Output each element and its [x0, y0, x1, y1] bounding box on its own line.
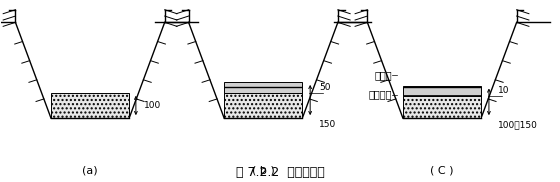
Text: 50: 50: [319, 83, 330, 92]
Polygon shape: [224, 93, 302, 118]
Text: 100～150: 100～150: [498, 120, 538, 129]
Polygon shape: [403, 86, 481, 96]
Text: 图 7.2.2  检查井基础: 图 7.2.2 检查井基础: [236, 167, 324, 179]
Text: ( C ): ( C ): [430, 165, 454, 175]
Text: ( b ): ( b ): [252, 165, 274, 175]
Polygon shape: [403, 96, 481, 118]
Text: 100: 100: [144, 101, 161, 110]
Text: 10: 10: [498, 86, 510, 96]
Polygon shape: [51, 93, 129, 118]
Polygon shape: [224, 82, 302, 93]
Text: (a): (a): [82, 165, 98, 175]
Text: 中粗砂: 中粗砂: [374, 70, 392, 80]
Text: 三七灰土: 三七灰土: [368, 90, 392, 100]
Text: 150: 150: [319, 120, 337, 129]
